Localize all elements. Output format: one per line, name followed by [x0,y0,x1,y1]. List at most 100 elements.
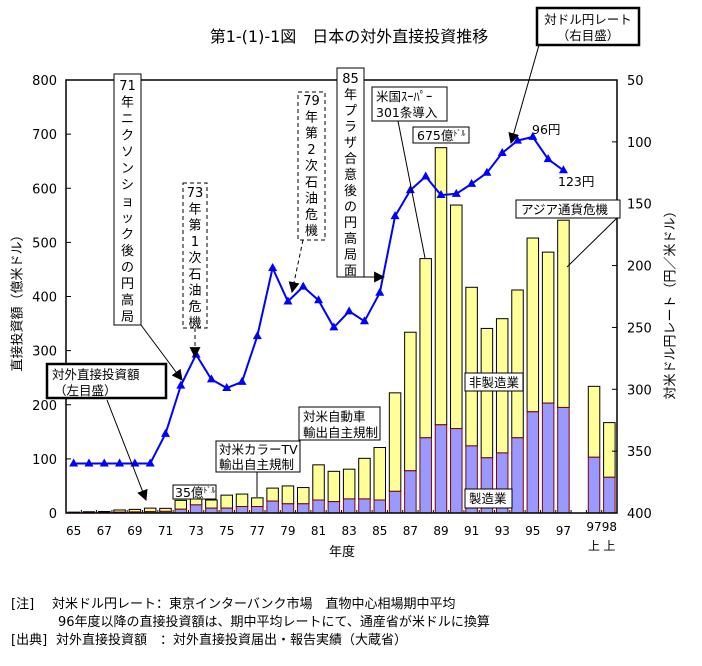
bar-manufacturing-84 [358,498,371,514]
peak-value: 675億 [417,128,454,143]
fdi-legend-box [45,362,168,400]
bar-nonmanufacturing-78 [266,487,279,502]
bar-manufacturing-83 [342,498,356,514]
bar-nonmanufacturing-72 [174,499,188,510]
rate-marker-92 [482,167,492,176]
annotation-plaza-accord-char: 85 [342,72,359,87]
rate-marker-91 [467,178,477,187]
annotation-oil-crisis-1-char: 次 [188,250,201,266]
annotation-nixon-shock-char: 年 [121,96,134,111]
label-35-unit: ﾄﾞﾙ [203,486,215,495]
rate-marker-80 [298,281,308,290]
label-35-box [172,484,217,500]
rate-legend-line-2: （右目盛） [557,28,620,43]
bar-nonmanufacturing-95 [526,237,540,413]
x-tick-label: 79 [280,524,295,538]
bar-nonmanufacturing-86 [388,392,402,492]
x-tick-label-year: 98 [602,520,617,534]
tv-line-2: 輸出自主規制 [219,457,294,472]
rate-marker-67 [99,458,109,467]
super301-line-1: 米国ｽｰﾊﾟｰ [376,89,432,104]
annotation-plaza-accord-char: 年 [344,88,357,103]
bar-nonmanufacturing-88 [419,258,432,439]
fdi-legend-pointer [106,399,148,502]
bar-manufacturing-77 [251,506,264,514]
y-left-tick-label: 200 [32,399,57,414]
bar-nonmanufacturing-92 [480,327,494,459]
rate-marker-84 [359,316,369,325]
annotation-nixon-shock-char: 面 [121,327,134,342]
x-tick-label-half: 上 [603,539,615,553]
x-tick-label: 65 [66,524,81,538]
x-tick-label: 69 [127,524,142,538]
asia-pointer [566,217,618,268]
bar-manufacturing-81 [312,499,325,514]
bar-nonmanufacturing-90 [450,204,463,430]
super301-box [371,86,448,122]
bar-nonmanufacturing-75 [220,494,233,509]
y-right-tick-label: 350 [627,445,652,460]
bar-nonmanufacturing-70 [143,507,157,513]
rate-marker-83 [344,306,354,315]
annotation-oil-crisis-2-char: 79 [303,94,320,109]
x-tick-label: 67 [97,524,112,538]
rate-legend-pointer [508,44,540,145]
y-right-tick-label: 100 [627,136,652,151]
rate-marker-76 [237,376,247,385]
x-tick-label: 71 [158,524,173,538]
bar-nonmanufacturing-97 [557,219,570,408]
x-tick-label: 85 [372,524,387,538]
rate-marker-71 [160,428,170,437]
rate-marker-95 [528,131,538,140]
x-tick-label: 97 [556,524,571,538]
annotation-nixon-shock-box [113,73,142,326]
bar-manufacturing-85 [373,499,387,514]
peak-label-box [412,126,470,144]
nixon-arrow [140,324,183,381]
bar-manufacturing-80 [296,503,310,514]
bar-nonmanufacturing-91 [465,286,478,447]
annotation-nixon-shock-char: ョ [121,195,134,210]
y-left-tick-label: 800 [32,74,57,89]
annotation-oil-crisis-1-box [182,182,208,329]
bar-nonmanufacturing-98h1 [603,422,616,478]
x-tick-label: 73 [188,524,203,538]
rate-marker-86 [390,211,400,220]
annotation-oil-crisis-1-char: 危 [188,300,201,315]
fdi-legend-line-2: （左目盛） [54,383,117,398]
bar-manufacturing-82 [327,501,341,514]
note-line-1: 対米ドル円レート：東京インターバンク市場 直物中心相場期中平均 [52,596,456,612]
annotation-oil-crisis-2-char: 2 [307,143,315,158]
annotation-plaza-accord-box [336,67,365,278]
source-label: [出典] [11,633,47,648]
annotation-plaza-accord-char: プ [344,104,357,119]
annotation-oil-crisis-1-char: 1 [191,235,199,250]
rate-marker-66 [84,458,94,467]
annotation-nixon-shock-char: ニ [121,112,134,127]
manufacturing-label-box [464,488,513,509]
oil2-arrow [288,239,304,294]
rate-marker-93 [497,147,507,156]
rate-marker-96 [543,154,553,163]
source-line: 対外直接投資額 ：対外直接投資届出・報告実績（大蔵省） [56,632,407,648]
annotation-oil-crisis-2-box [297,91,326,241]
annotation-oil-crisis-2-char: 機 [305,224,318,239]
y-right-tick-label: 300 [627,383,652,398]
x-axis-title: 年度 [329,544,355,560]
x-tick-label: 83 [342,524,357,538]
rate-last-label: 123円 [558,174,594,189]
annotation-nixon-shock-char: ン [121,162,134,177]
chart-title: 第1-(1)-1図 日本の対外直接投資推移 [210,27,489,46]
y-left-tick-label: 600 [32,182,57,197]
annotation-nixon-shock-char: ソ [121,145,134,160]
y-right-tick-label: 400 [627,507,652,522]
annotation-oil-crisis-1-char: 機 [188,316,201,331]
bar-nonmanufacturing-94 [511,289,524,439]
y-left-axis-title: 直接投資額（億米ドル） [10,228,26,371]
annotation-nixon-shock-char: の [121,261,134,276]
peak-label: 675億ﾄﾞﾙ [417,128,465,143]
rate-marker-97 [558,165,568,174]
rate-marker-90 [451,188,461,197]
rate-marker-78 [268,263,278,272]
